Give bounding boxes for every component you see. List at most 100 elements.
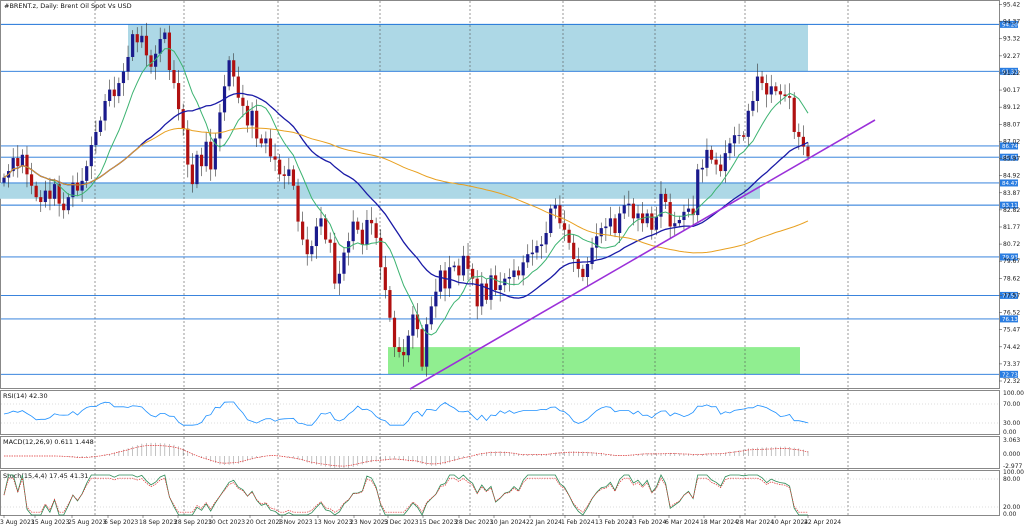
candle-8	[39, 197, 43, 203]
date-label-1: 15 Aug 2023	[31, 519, 70, 526]
candle-122	[562, 223, 567, 230]
candle-31	[144, 35, 149, 56]
price-tick-18: 76.52	[1003, 310, 1020, 317]
candle-82	[379, 237, 383, 268]
candle-74	[342, 252, 346, 274]
candle-120	[553, 205, 557, 209]
level-tag-4	[1000, 179, 1018, 187]
candle-14	[66, 197, 70, 211]
date-label-17: 13 Feb 2024	[595, 519, 633, 526]
candle-136	[627, 203, 631, 206]
candle-6	[29, 174, 34, 186]
candle-35	[163, 32, 167, 40]
date-label-5: 28 Sep 2023	[174, 519, 212, 526]
candle-15	[71, 182, 75, 198]
candle-19	[89, 144, 93, 167]
level-tag-8	[1000, 315, 1018, 323]
candle-73	[337, 273, 341, 284]
candle-165	[760, 76, 764, 84]
ma-fast-line	[3, 48, 809, 336]
candle-63	[291, 169, 296, 186]
price-tick-10: 84.92	[1003, 173, 1020, 180]
candle-174	[801, 136, 806, 147]
candle-90	[415, 314, 420, 330]
svg-text:3.063: 3.063	[1003, 437, 1020, 444]
macd-label: MACD(12,26,9) 0.611 1.448	[3, 438, 94, 446]
candle-49	[227, 60, 231, 87]
candle-126	[581, 268, 585, 278]
price-tick-11: 83.87	[1003, 190, 1020, 197]
candle-77	[356, 221, 360, 230]
candle-2	[11, 158, 15, 172]
svg-text:20.00: 20.00	[1003, 504, 1020, 511]
candle-164	[755, 76, 760, 101]
candle-65	[301, 221, 305, 240]
date-label-14: 10 Jan 2024	[490, 519, 526, 526]
candle-4	[20, 154, 24, 167]
date-label-23: 22 Apr 2024	[804, 519, 841, 526]
date-label-7: 20 Oct 2023	[246, 519, 283, 526]
candle-79	[365, 219, 369, 245]
date-label-8: 1 Nov 2023	[278, 519, 313, 526]
stoch-panel	[0, 470, 1000, 516]
candle-45	[209, 141, 213, 170]
price-tick-13: 81.77	[1003, 224, 1020, 231]
candle-17	[80, 180, 84, 191]
candle-92	[425, 324, 429, 367]
candle-3	[16, 158, 20, 167]
candle-10	[48, 190, 52, 199]
candle-117	[539, 244, 544, 247]
candle-142	[654, 216, 658, 230]
candle-129	[595, 236, 599, 248]
date-label-12: 15 Dec 2023	[419, 519, 458, 526]
candle-52	[241, 97, 245, 106]
candle-168	[774, 86, 778, 92]
svg-text:0.000: 0.000	[1003, 451, 1020, 458]
candle-135	[622, 205, 626, 214]
candle-107	[493, 275, 498, 291]
candle-58	[268, 138, 273, 157]
candle-95	[438, 270, 443, 292]
level-tag-2	[1000, 142, 1018, 150]
candle-156	[719, 164, 723, 172]
candle-167	[769, 86, 773, 95]
candle-13	[62, 203, 66, 211]
candle-158	[728, 143, 732, 154]
candle-43	[199, 154, 204, 167]
price-tick-14: 80.72	[1003, 241, 1020, 248]
candle-133	[613, 218, 617, 234]
svg-text:30.00: 30.00	[1003, 420, 1020, 427]
date-label-16: 1 Feb 2024	[561, 519, 595, 526]
candle-166	[765, 83, 769, 95]
candle-5	[25, 154, 29, 175]
candle-70	[324, 218, 328, 240]
candle-93	[429, 306, 433, 325]
candle-84	[388, 290, 392, 318]
candle-24	[112, 89, 116, 97]
candle-143	[659, 193, 663, 217]
candle-141	[650, 213, 654, 230]
price-tick-20: 74.42	[1003, 344, 1020, 351]
price-tick-4: 91.22	[1003, 70, 1020, 77]
price-tick-3: 92.27	[1003, 53, 1020, 60]
rsi-panel	[0, 390, 1000, 435]
candle-98	[452, 265, 456, 268]
candle-42	[195, 154, 199, 185]
level-label-5: 83.11	[1002, 203, 1018, 209]
candle-102	[471, 268, 475, 279]
candle-160	[737, 135, 741, 137]
svg-text:70.00: 70.00	[1003, 401, 1020, 408]
candle-157	[723, 153, 727, 172]
candle-149	[686, 208, 691, 212]
candle-22	[103, 100, 107, 121]
candle-96	[443, 270, 447, 289]
candle-155	[714, 159, 718, 165]
level-label-1: 91.32	[1002, 69, 1018, 75]
candle-101	[466, 255, 470, 269]
candle-7	[34, 185, 38, 198]
candle-172	[792, 97, 796, 132]
candle-53	[245, 105, 250, 126]
level-tag-1	[1000, 67, 1018, 75]
price-tick-21: 73.37	[1003, 361, 1020, 368]
candle-21	[98, 120, 103, 132]
